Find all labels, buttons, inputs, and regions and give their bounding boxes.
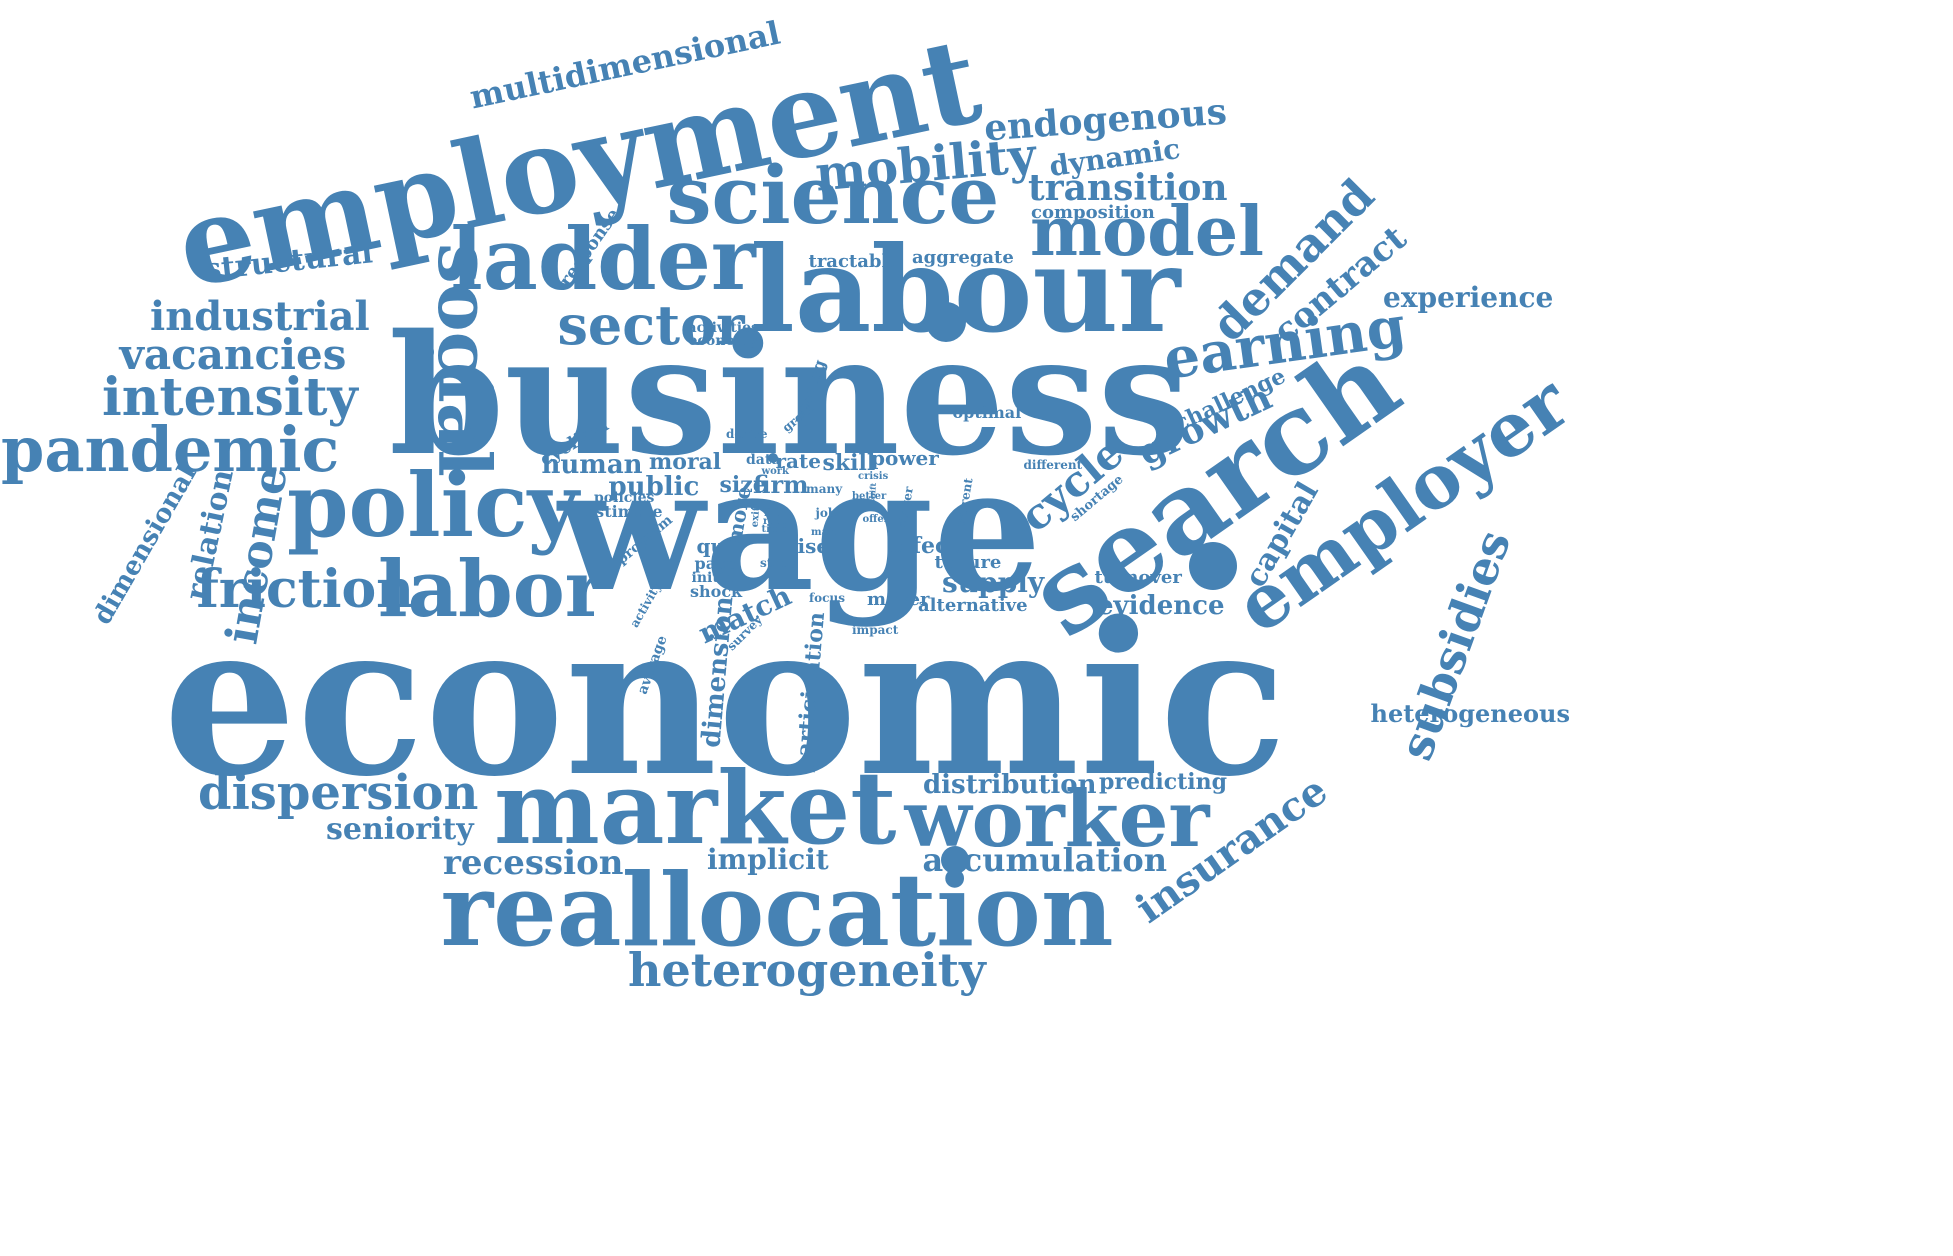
word-policy: policy [287, 453, 579, 557]
word-sector: sector [557, 293, 745, 357]
word-activities: activities [687, 320, 759, 336]
word-predicting: predicting [1099, 769, 1228, 795]
word-main: main [811, 527, 840, 538]
word-offer: offer [862, 514, 890, 525]
word-transition: transition [1028, 167, 1228, 209]
dot-mark [416, 343, 434, 361]
word-better: better [852, 491, 887, 502]
word-dispersion: dispersion [198, 765, 479, 821]
word-time: time [761, 524, 787, 535]
word-recession: recession [443, 843, 624, 883]
word-derive: derive [726, 427, 768, 441]
word-firm: firm [753, 470, 809, 499]
word-tenure: tenure [934, 552, 1002, 573]
word-experience: experience [1383, 281, 1554, 314]
word-heterogeneous: heterogeneous [1370, 699, 1570, 728]
word-effect: effect [889, 533, 959, 559]
word-study: study [760, 556, 797, 570]
word-focus: focus [809, 591, 845, 605]
word-market: market [494, 749, 897, 867]
word-impact: impact [852, 623, 899, 637]
word-policies: policies [594, 490, 655, 506]
word-many: many [806, 482, 843, 496]
word-tractable: tractable [808, 251, 900, 272]
word-human: human [541, 450, 643, 480]
word-friction: friction [196, 559, 414, 620]
word-rent: rent [763, 516, 787, 527]
word-subsidies: subsidies [1388, 523, 1522, 767]
dot-mark [768, 453, 778, 463]
word-optimal: optimal [952, 403, 1022, 422]
word-model: model [1030, 192, 1264, 272]
word-public: public [608, 472, 700, 502]
word-estimate: estimate [585, 502, 663, 521]
word-wage: wage [558, 430, 1042, 630]
word-implicit: implicit [707, 843, 829, 876]
word-supply: supply [942, 566, 1045, 599]
word-worker: worker [904, 774, 1210, 865]
word-shock: shock [690, 582, 743, 601]
word-moral: moral [649, 449, 722, 475]
word-economic: economic [163, 576, 1288, 823]
word-crisis: crisis [858, 471, 889, 482]
word-social: social [421, 243, 507, 477]
word-quit: quit [696, 534, 742, 558]
word-vacancies: vacancies [119, 330, 347, 379]
word-job: job [815, 506, 837, 520]
word-aggregate: aggregate [912, 247, 1014, 268]
word-alternative: alternative [918, 595, 1028, 616]
word-labour: labour [750, 220, 1181, 359]
dot-mark [926, 302, 966, 342]
word-power: power [871, 446, 939, 470]
word-endogenous: endogenous [982, 90, 1228, 150]
word-initial: initial [691, 570, 739, 586]
word-labor: labor [378, 544, 606, 635]
dot-mark [941, 846, 969, 874]
word-pace: pace [694, 554, 736, 573]
word-exit: exit [748, 506, 762, 528]
dot-mark [1189, 542, 1237, 590]
word-skill: skill [822, 450, 876, 476]
word-economy: economy [688, 333, 758, 349]
word-heterogeneity: heterogeneity [628, 943, 986, 997]
word-pandemic: pandemic [1, 413, 340, 486]
word-industrial: industrial [150, 293, 370, 340]
word-composition: composition [1031, 202, 1155, 223]
word-rise: rise [787, 534, 830, 558]
word-reallocation: reallocation [440, 851, 1114, 969]
word-intensity: intensity [102, 367, 358, 428]
word-rate: rate [775, 449, 821, 473]
word-mover: mover [867, 589, 930, 610]
word-evidence: evidence [1097, 591, 1225, 621]
word-shift: shift [865, 482, 878, 504]
word-ladder: ladder [450, 209, 756, 310]
word-value: value [749, 501, 779, 512]
word-work: work [761, 466, 789, 477]
word-seniority: seniority [326, 812, 474, 847]
word-fall: fall [764, 508, 783, 519]
word-different: different [1023, 458, 1083, 472]
word-turnover: turnover [1094, 567, 1182, 588]
word-size: size [719, 472, 767, 498]
word-distribution: distribution [923, 770, 1097, 800]
word-business: business [389, 297, 1191, 492]
word-science: science [666, 148, 1000, 242]
